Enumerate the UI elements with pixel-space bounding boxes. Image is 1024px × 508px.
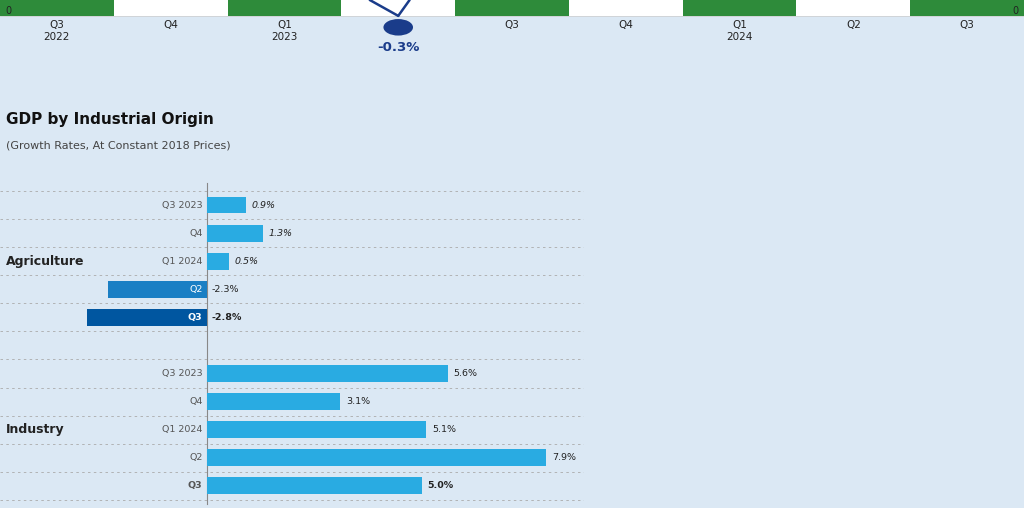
Text: Q4: Q4 bbox=[618, 20, 633, 30]
Bar bbox=[207, 365, 447, 382]
Bar bbox=[455, 0, 569, 16]
Text: Agriculture: Agriculture bbox=[6, 255, 84, 268]
Text: Q3: Q3 bbox=[188, 482, 203, 490]
Text: GDP by Industrial Origin: GDP by Industrial Origin bbox=[6, 112, 214, 127]
Text: -2.3%: -2.3% bbox=[212, 285, 240, 294]
Text: Q2: Q2 bbox=[189, 285, 203, 294]
Text: 1.3%: 1.3% bbox=[269, 229, 293, 238]
Bar bbox=[797, 0, 910, 16]
Text: -2.8%: -2.8% bbox=[212, 313, 243, 322]
Text: 0.9%: 0.9% bbox=[252, 201, 275, 209]
Text: 0: 0 bbox=[6, 6, 12, 16]
Text: Q4: Q4 bbox=[189, 397, 203, 406]
Text: Q1 2024: Q1 2024 bbox=[162, 425, 203, 434]
Bar bbox=[207, 225, 263, 241]
Text: 5.1%: 5.1% bbox=[432, 425, 456, 434]
Bar bbox=[0, 0, 114, 16]
Text: Q3: Q3 bbox=[188, 313, 203, 322]
Text: Q1
2024: Q1 2024 bbox=[726, 20, 753, 42]
Bar bbox=[207, 197, 246, 213]
Text: Q2: Q2 bbox=[846, 20, 861, 30]
Bar bbox=[207, 450, 546, 466]
Bar bbox=[207, 478, 422, 494]
Text: 3.1%: 3.1% bbox=[346, 397, 371, 406]
Text: Q4: Q4 bbox=[163, 20, 178, 30]
Text: 5.6%: 5.6% bbox=[454, 369, 477, 378]
Text: Q3: Q3 bbox=[959, 20, 975, 30]
Text: 7.9%: 7.9% bbox=[552, 453, 577, 462]
Bar bbox=[227, 0, 341, 16]
Bar bbox=[109, 281, 207, 298]
Text: Q3
2022: Q3 2022 bbox=[44, 20, 70, 42]
Text: Q3 2023: Q3 2023 bbox=[162, 369, 203, 378]
Bar bbox=[569, 0, 683, 16]
Bar bbox=[207, 253, 228, 270]
Text: 0.5%: 0.5% bbox=[234, 257, 258, 266]
Bar bbox=[87, 309, 207, 326]
Text: Industry: Industry bbox=[6, 423, 65, 436]
Text: Q3: Q3 bbox=[505, 20, 519, 30]
Text: Q1
2023: Q1 2023 bbox=[271, 20, 298, 42]
Text: -0.3%: -0.3% bbox=[377, 41, 420, 54]
Text: 0: 0 bbox=[1012, 6, 1018, 16]
Text: Q3 2023: Q3 2023 bbox=[162, 201, 203, 209]
Text: Q1 2024: Q1 2024 bbox=[162, 257, 203, 266]
Text: Q2: Q2 bbox=[391, 20, 406, 30]
Bar bbox=[207, 421, 426, 438]
Bar bbox=[207, 393, 340, 410]
Text: 5.0%: 5.0% bbox=[428, 482, 454, 490]
Bar bbox=[683, 0, 797, 16]
Text: (Growth Rates, At Constant 2018 Prices): (Growth Rates, At Constant 2018 Prices) bbox=[6, 140, 230, 150]
Circle shape bbox=[383, 19, 413, 36]
Bar bbox=[341, 0, 455, 16]
Text: Q4: Q4 bbox=[189, 229, 203, 238]
Bar bbox=[910, 0, 1024, 16]
Text: Q2: Q2 bbox=[189, 453, 203, 462]
Bar bbox=[114, 0, 227, 16]
